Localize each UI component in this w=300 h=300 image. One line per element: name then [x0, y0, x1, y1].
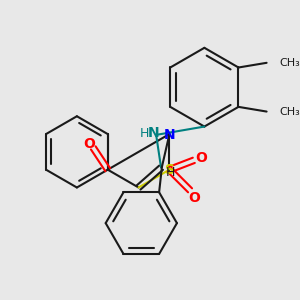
- Text: N: N: [164, 128, 175, 142]
- Text: O: O: [84, 137, 95, 151]
- Text: O: O: [195, 151, 207, 164]
- Text: H: H: [140, 127, 150, 140]
- Text: S: S: [165, 163, 176, 177]
- Text: CH₃: CH₃: [280, 58, 300, 68]
- Text: CH₃: CH₃: [280, 106, 300, 117]
- Text: O: O: [188, 191, 200, 205]
- Text: H: H: [166, 166, 175, 179]
- Text: N: N: [148, 126, 159, 140]
